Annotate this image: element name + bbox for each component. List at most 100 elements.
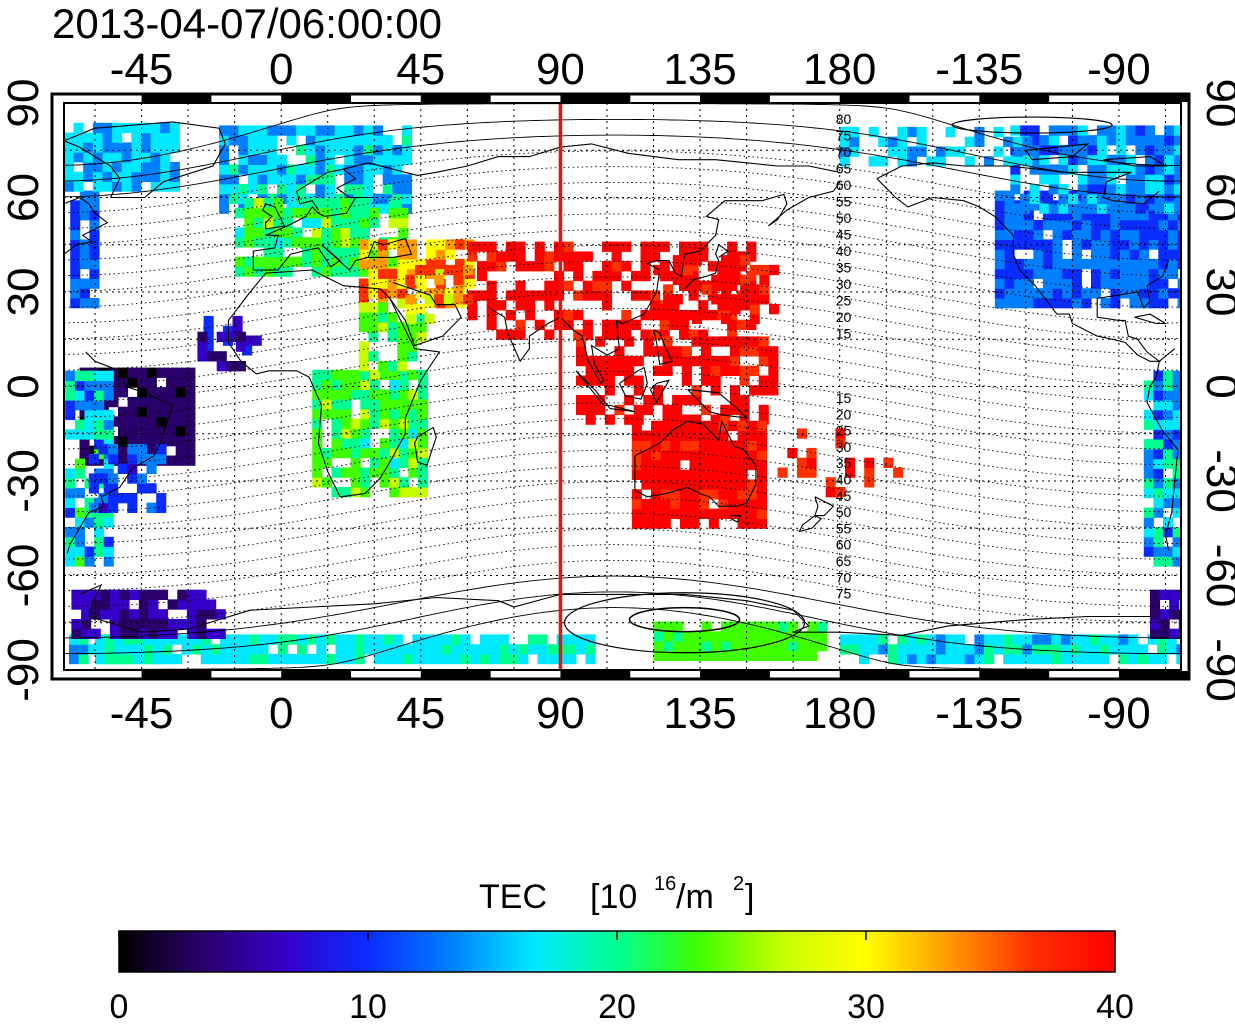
tec-cell-arctic-band (121, 181, 132, 192)
tec-cell-asia-equatorial (544, 251, 555, 262)
tec-cell-asia-equatorial (749, 304, 760, 315)
tec-cell-south-america-west (65, 527, 76, 538)
tec-cell-antarctica-atlantic (158, 589, 169, 600)
tec-cell-europe (359, 217, 370, 228)
tec-cell-antarctica-pacific (769, 631, 780, 642)
tec-cell-europe (219, 193, 230, 204)
colorbar-title-exp: 16 (654, 873, 676, 895)
tec-cell-africa (387, 321, 398, 333)
tec-cell-asia-equatorial (679, 241, 690, 252)
tec-cell-south-america-east (175, 445, 186, 456)
tec-cell-north-america (1116, 164, 1127, 175)
tec-cell-north-america (1029, 144, 1040, 156)
tec-cell-australia (806, 467, 817, 478)
tec-cell-north-america (1071, 258, 1082, 270)
tec-cell-middle-east (414, 304, 425, 315)
tec-cell-europe (296, 144, 307, 156)
tec-cell-south-america-west (1163, 487, 1174, 499)
tec-cell-europe (392, 174, 403, 185)
tec-cell-south-america-west (117, 463, 128, 474)
tec-cell-north-america (1020, 193, 1031, 204)
colorbar-title-prefix: TEC (479, 878, 547, 916)
tec-cell-north-america (70, 210, 81, 221)
tec-cell-africa (331, 399, 342, 410)
tec-cell-north-america (1039, 135, 1050, 146)
tec-cell-middle-east (454, 239, 465, 250)
tec-cell-australia (670, 440, 681, 451)
tec-cell-polar-south-band (422, 653, 433, 665)
coastline (66, 348, 1179, 554)
tec-cell-asia-equatorial (614, 355, 625, 367)
tec-cell-north-america (70, 268, 81, 279)
tec-cell-polar-south-band (926, 653, 937, 665)
tec-cell-europe (273, 237, 284, 248)
tec-cell-asia-equatorial (592, 280, 603, 291)
tec-cell-north-america (1033, 219, 1044, 231)
tec-cell-asia-equatorial (746, 251, 757, 262)
tec-cell-north-america (1119, 258, 1130, 270)
mlat-contour (64, 229, 1181, 292)
tec-cell-polar-south-band (1109, 644, 1120, 655)
tec-cell-antarctica-atlantic (1159, 589, 1170, 600)
tec-cell-arctic-band (849, 136, 860, 147)
tec-cell-south-america-east (156, 416, 167, 427)
tec-cell-asia-equatorial (720, 414, 731, 425)
tec-cell-polar-south-band (527, 634, 538, 645)
tec-cell-polar-south-band (258, 644, 269, 655)
tec-cell-europe (296, 174, 307, 185)
tec-cell-antarctica-atlantic (109, 609, 120, 620)
tec-cell-europe (263, 256, 274, 267)
tec-cell-north-america (1052, 210, 1063, 221)
tec-cell-north-america (1033, 229, 1044, 240)
tec-cell-europe (350, 198, 361, 209)
tec-cell-polar-south-band (897, 644, 908, 655)
tec-cell-africa (398, 408, 409, 420)
tec-cell-polar-south-band (537, 653, 548, 665)
tec-cell-north-america (1023, 258, 1034, 270)
tec-cell-polar-south-band (133, 644, 144, 655)
tec-cell-australia (747, 430, 758, 441)
tec-cell-asia-equatorial (727, 251, 738, 262)
tec-cell-australia (651, 450, 662, 461)
frame-mark (420, 671, 491, 679)
tec-cell-south-america-east (175, 367, 186, 378)
tec-cell-asia-equatorial (711, 274, 722, 285)
tec-cell-asia-equatorial (769, 264, 780, 276)
tec-cell-arctic-band (169, 181, 180, 192)
tec-cell-europe (359, 227, 370, 238)
tec-cell-polar-south-band (136, 653, 147, 665)
tec-cell-europe (244, 198, 255, 209)
tec-cell-north-america (1168, 288, 1179, 299)
tec-cell-antarctica-atlantic (1150, 628, 1161, 639)
tec-cell-south-america-west (156, 502, 167, 513)
tec-cell-europe (238, 164, 249, 175)
tec-cell-australia (825, 487, 836, 498)
tec-cell-europe (330, 237, 341, 248)
tec-cell-africa (360, 389, 371, 400)
tec-cell-africa (331, 447, 342, 459)
tec-cell-north-america (1177, 278, 1181, 289)
tec-cell-asia-equatorial (486, 261, 497, 272)
tec-cell-polar-south-band (964, 644, 975, 655)
tec-cell-north-america (994, 268, 1005, 279)
tec-cell-asia-equatorial (585, 414, 596, 425)
tec-cell-africa (321, 408, 332, 420)
tec-cell-polar-south-band (1118, 653, 1129, 665)
tec-cell-polar-south-band (268, 653, 279, 665)
tec-cell-australia (689, 420, 700, 432)
tec-cell-africa (368, 351, 379, 362)
tec-cell-europe (330, 217, 341, 228)
tec-cell-north-america (1042, 239, 1053, 250)
tec-cell-australia (670, 479, 681, 490)
tec-cell-asia-equatorial (768, 385, 779, 396)
tec-cell-south-america-west (136, 444, 147, 455)
tec-cell-arctic-band (150, 181, 161, 192)
tec-cell-antarctica-pacific (769, 641, 780, 652)
tec-cell-africa (321, 477, 332, 488)
tec-cell-north-america (1048, 135, 1059, 146)
tec-cell-asia-equatorial (592, 290, 603, 301)
tec-cell-africa (418, 408, 429, 420)
tec-cell-asia-equatorial (749, 313, 760, 324)
tec-cell-antarctica-pacific (711, 641, 722, 652)
tec-cell-arctic-band (1012, 136, 1023, 147)
